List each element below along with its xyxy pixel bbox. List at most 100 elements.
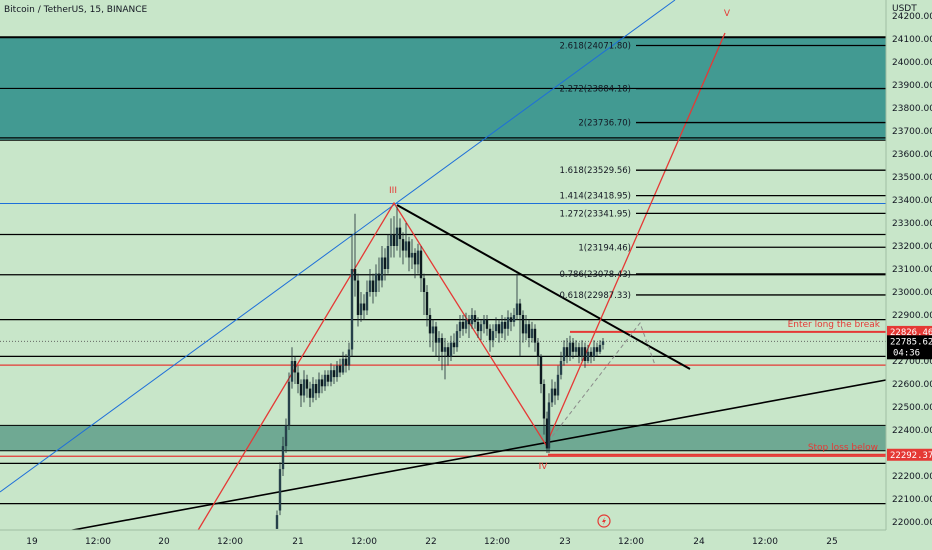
candle-body — [341, 358, 345, 373]
candle-body — [545, 418, 549, 449]
candle-body — [290, 361, 294, 382]
candle-body — [278, 469, 282, 511]
candle-body — [275, 515, 279, 529]
time-tick-label: 24 — [693, 537, 705, 547]
candle-body — [410, 252, 414, 258]
candle-body — [323, 374, 327, 387]
price-tick-label: 23200.00 — [892, 242, 932, 252]
candle-body — [527, 324, 531, 338]
annotations: Enter long the break Stop loss below III IV… — [389, 9, 881, 472]
price-tick-label: 23700.00 — [892, 127, 932, 137]
projection-path — [547, 321, 656, 443]
price-tick-label: 22200.00 — [892, 472, 932, 482]
fib-level-label: 0.618(22987.33) — [559, 291, 631, 301]
time-tick-label: 22 — [425, 537, 436, 547]
price-tick-label: 23500.00 — [892, 173, 932, 183]
candle-body — [377, 273, 381, 281]
candle-body — [332, 370, 336, 378]
price-tick-label: 23900.00 — [892, 81, 932, 91]
current-price-tag — [887, 335, 932, 360]
candle-body — [595, 347, 599, 352]
candle-body — [503, 321, 507, 329]
candle-body — [533, 328, 537, 343]
countdown-text: 04:36 — [893, 348, 920, 358]
supply-demand-zone — [0, 425, 886, 451]
price-tick-label: 22500.00 — [892, 403, 932, 413]
candle-body — [440, 338, 444, 352]
candle-body — [368, 280, 372, 292]
candle-body — [500, 321, 504, 334]
candle-body — [536, 342, 540, 357]
candle-body — [452, 342, 456, 348]
candle-body — [524, 324, 528, 334]
candle-body — [296, 372, 300, 384]
candle-body — [497, 324, 501, 334]
candle-body — [386, 246, 390, 269]
wave-label: V — [724, 9, 731, 19]
candle-body — [362, 303, 366, 311]
time-tick-label: 12:00 — [351, 537, 377, 547]
time-axis[interactable]: 19 12:00 20 12:00 21 12:00 22 12:00 23 12:00 24 12:… — [26, 537, 837, 547]
price-tick-label: 23000.00 — [892, 288, 932, 298]
lightning-icon[interactable] — [597, 514, 611, 528]
candle-body — [434, 326, 438, 343]
candle-body — [476, 321, 480, 332]
candle-body — [353, 269, 357, 281]
candle-body — [556, 374, 560, 396]
candle-body — [446, 347, 450, 357]
candle-body — [553, 388, 557, 396]
candle-body — [521, 315, 525, 334]
candle-body — [571, 342, 575, 352]
time-tick-label: 12:00 — [752, 537, 778, 547]
price-tick-label: 22000.00 — [892, 518, 932, 528]
price-tick-label: 22700.00 — [892, 357, 932, 367]
candle-body — [568, 342, 572, 357]
price-tick-label: 24000.00 — [892, 58, 932, 68]
candle-body — [550, 388, 554, 403]
fib-level-label: 1.414(23418.95) — [559, 192, 631, 202]
time-tick-label: 12:00 — [484, 537, 510, 547]
price-tick-label: 22900.00 — [892, 311, 932, 321]
time-tick-label: 19 — [26, 537, 38, 547]
time-axis-panel — [0, 530, 886, 550]
candle-body — [449, 342, 453, 357]
descending-resistance-line — [396, 204, 691, 370]
candle-body — [601, 341, 605, 345]
price-tick-label: 24200.00 — [892, 12, 932, 22]
price-tick-label: 22600.00 — [892, 380, 932, 390]
candle-body — [482, 319, 486, 325]
candle-body — [299, 384, 303, 396]
fib-level-label: 2.618(24071.80) — [559, 41, 631, 51]
candle-body — [458, 321, 462, 332]
candle-body — [470, 315, 474, 325]
time-tick-label: 21 — [292, 537, 303, 547]
stop-note: Stop loss below — [808, 443, 878, 453]
candle-body — [374, 273, 378, 292]
candle-body — [530, 328, 534, 338]
candle-body — [287, 381, 291, 426]
candle-body — [320, 379, 324, 387]
candle-body — [389, 234, 393, 246]
entry-price-text: 22826.46 — [890, 328, 932, 338]
candle-body — [344, 358, 348, 366]
candle-body — [329, 370, 333, 382]
candle-body — [485, 319, 489, 329]
time-tick-label: 12:00 — [217, 537, 243, 547]
candle-body — [437, 338, 441, 343]
candle-body — [461, 321, 465, 329]
candle-body — [419, 250, 423, 279]
candle-body — [371, 280, 375, 292]
rising-support-line — [61, 379, 887, 533]
candle-body — [311, 384, 315, 398]
price-tick-label: 23100.00 — [892, 265, 932, 275]
fib-level-label: 2.272(23884.18) — [559, 85, 631, 95]
candle-body — [317, 379, 321, 394]
time-tick-label: 20 — [158, 537, 170, 547]
candle-body — [392, 234, 396, 246]
candle-body — [512, 315, 516, 322]
candle-body — [425, 292, 429, 315]
candle-body — [479, 324, 483, 332]
time-tick-label: 23 — [559, 537, 570, 547]
candle-body — [577, 347, 581, 357]
